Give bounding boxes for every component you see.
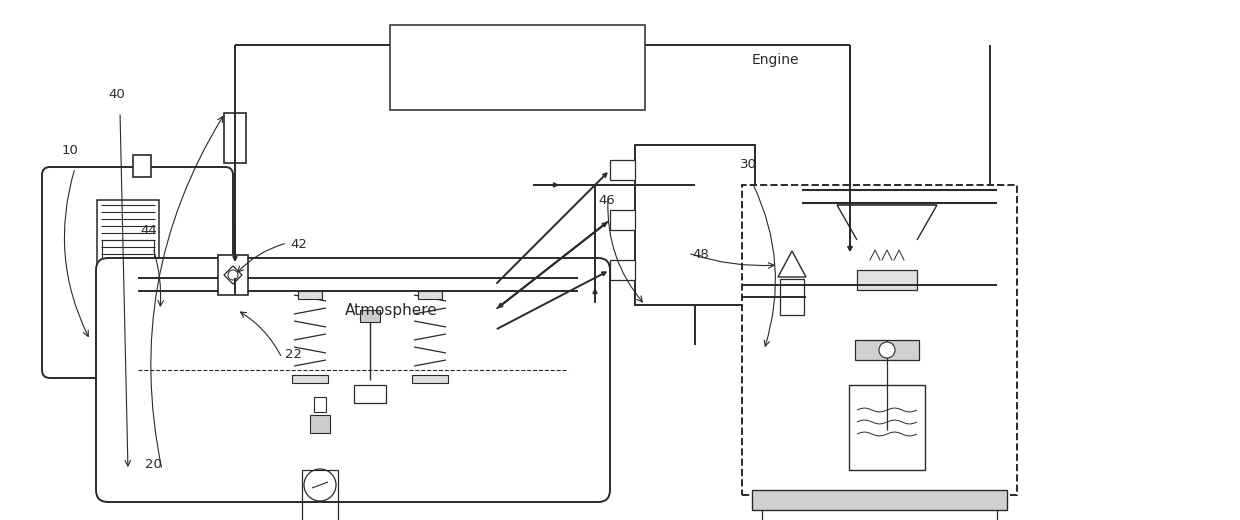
Bar [751,490,1007,510]
Bar [298,291,322,299]
Bar [412,375,448,383]
Text: 48: 48 [692,249,709,262]
Text: Atmosphere: Atmosphere [345,303,438,318]
Bar [133,155,151,177]
Bar [314,397,326,412]
Text: 44: 44 [140,224,156,237]
Bar [610,160,635,180]
Text: Engine: Engine [751,53,800,67]
Bar [353,385,386,403]
Bar [610,260,635,280]
Bar [310,415,330,433]
Bar [742,185,1017,495]
Bar [291,375,329,383]
Text: 42: 42 [290,239,306,252]
Bar [391,25,645,110]
Bar [418,291,441,299]
Text: 40: 40 [108,88,125,101]
Bar [102,240,154,280]
Polygon shape [777,251,806,277]
Bar [857,270,918,290]
Bar [224,113,246,163]
FancyBboxPatch shape [95,258,610,502]
Bar [780,279,804,315]
Text: 30: 30 [740,159,756,172]
Circle shape [879,342,895,358]
Bar [303,470,339,520]
Bar [856,340,919,360]
Text: 22: 22 [285,348,303,361]
Bar [360,310,379,322]
Bar [763,495,997,520]
Bar [635,145,755,305]
Text: 20: 20 [145,459,162,472]
Bar [97,200,159,330]
Bar [218,255,248,295]
FancyBboxPatch shape [42,167,233,378]
Bar [610,210,635,230]
Text: 46: 46 [598,193,615,206]
Text: 10: 10 [62,144,79,157]
Bar [849,385,925,470]
